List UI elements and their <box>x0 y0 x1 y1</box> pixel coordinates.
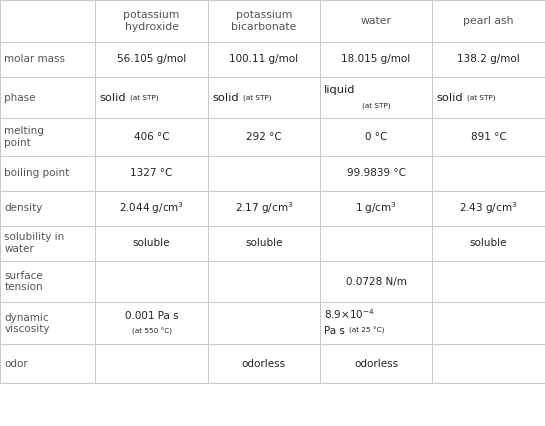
Text: 138.2 g/mol: 138.2 g/mol <box>457 54 520 64</box>
Text: solubility in
water: solubility in water <box>4 233 65 254</box>
Text: surface
tension: surface tension <box>4 271 43 292</box>
Text: melting
point: melting point <box>4 127 44 148</box>
Text: 0.001 Pa s: 0.001 Pa s <box>125 311 178 321</box>
Text: (at STP): (at STP) <box>243 94 271 101</box>
Text: 18.015 g/mol: 18.015 g/mol <box>341 54 411 64</box>
Text: soluble: soluble <box>133 238 170 248</box>
Text: Pa s: Pa s <box>324 326 345 336</box>
Text: (at STP): (at STP) <box>130 94 159 101</box>
Text: (at 25 °C): (at 25 °C) <box>349 327 385 334</box>
Text: pearl ash: pearl ash <box>463 16 514 26</box>
Text: soluble: soluble <box>245 238 282 248</box>
Text: 99.9839 °C: 99.9839 °C <box>347 168 405 178</box>
Text: (at 550 °C): (at 550 °C) <box>131 328 172 335</box>
Text: liquid: liquid <box>324 86 356 95</box>
Text: $8.9{\times}10^{-4}$: $8.9{\times}10^{-4}$ <box>324 307 375 321</box>
Text: soluble: soluble <box>470 238 507 248</box>
Text: 56.105 g/mol: 56.105 g/mol <box>117 54 186 64</box>
Text: solid: solid <box>212 92 239 103</box>
Text: molar mass: molar mass <box>4 54 65 64</box>
Text: potassium
bicarbonate: potassium bicarbonate <box>231 10 296 32</box>
Text: solid: solid <box>437 92 463 103</box>
Text: 0.0728 N/m: 0.0728 N/m <box>346 276 407 287</box>
Text: 292 °C: 292 °C <box>246 132 282 142</box>
Text: density: density <box>4 203 43 213</box>
Text: 406 °C: 406 °C <box>134 132 169 142</box>
Text: (at STP): (at STP) <box>362 103 390 109</box>
Text: odorless: odorless <box>354 359 398 369</box>
Text: 1327 °C: 1327 °C <box>130 168 173 178</box>
Text: 100.11 g/mol: 100.11 g/mol <box>229 54 298 64</box>
Text: boiling point: boiling point <box>4 168 70 178</box>
Text: odor: odor <box>4 359 28 369</box>
Text: 2.17 g/cm$^3$: 2.17 g/cm$^3$ <box>234 200 293 216</box>
Text: water: water <box>361 16 391 26</box>
Text: potassium
hydroxide: potassium hydroxide <box>123 10 180 32</box>
Text: solid: solid <box>100 92 126 103</box>
Text: dynamic
viscosity: dynamic viscosity <box>4 313 50 334</box>
Text: 1 g/cm$^3$: 1 g/cm$^3$ <box>355 200 397 216</box>
Text: (at STP): (at STP) <box>467 94 495 101</box>
Text: 891 °C: 891 °C <box>471 132 506 142</box>
Text: 2.43 g/cm$^3$: 2.43 g/cm$^3$ <box>459 200 518 216</box>
Text: odorless: odorless <box>242 359 286 369</box>
Text: phase: phase <box>4 92 36 103</box>
Text: 0 °C: 0 °C <box>365 132 387 142</box>
Text: 2.044 g/cm$^3$: 2.044 g/cm$^3$ <box>119 200 184 216</box>
